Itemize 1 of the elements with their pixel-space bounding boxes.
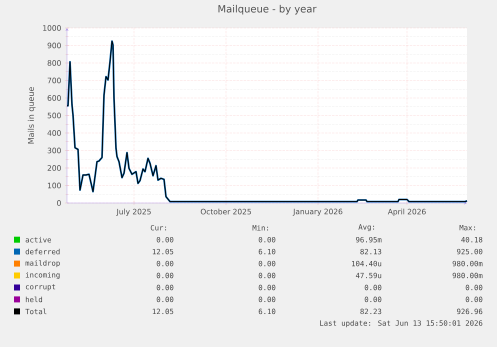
chart-title: Mailqueue - by year bbox=[218, 4, 317, 15]
